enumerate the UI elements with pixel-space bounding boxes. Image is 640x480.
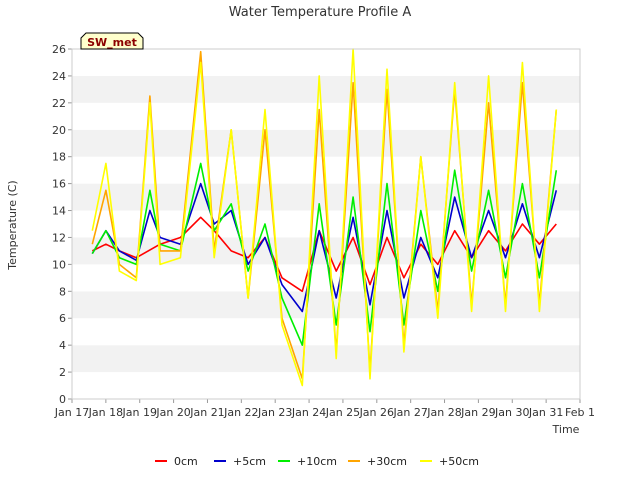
grid-band	[72, 291, 580, 319]
grid-band	[72, 264, 580, 292]
y-tick-label: 26	[52, 43, 66, 56]
x-tick-label: Jan 19	[122, 406, 157, 419]
x-tick-label: Jan 31	[528, 406, 563, 419]
y-tick-label: 6	[59, 312, 66, 325]
x-tick-label: Jan 27	[392, 406, 427, 419]
y-tick-label: 14	[52, 205, 66, 218]
y-tick-label: 18	[52, 151, 66, 164]
x-tick-label: Jan 17	[54, 406, 89, 419]
grid-band	[72, 345, 580, 373]
site-tag: SW_met	[80, 32, 144, 50]
x-tick-label: Jan 21	[189, 406, 224, 419]
legend: 0cm +5cm +10cm +30cm +50cm	[155, 455, 479, 468]
y-tick-label: 22	[52, 97, 66, 110]
legend-label: +5cm	[233, 455, 266, 468]
y-tick-label: 12	[52, 231, 66, 244]
x-tick-label: Jan 18	[88, 406, 123, 419]
y-tick-label: 0	[59, 393, 66, 406]
x-tick-label: Jan 24	[291, 406, 326, 419]
y-tick-label: 8	[59, 285, 66, 298]
plot-frame	[71, 48, 581, 400]
series-lines	[91, 48, 558, 387]
grid-bands	[72, 49, 580, 399]
y-tick-label: 4	[59, 339, 66, 352]
y-tick-label: 2	[59, 366, 66, 379]
x-tick-label: Feb 1	[565, 406, 595, 419]
x-tick-label: Jan 30	[494, 406, 529, 419]
y-axis-label: Temperature (C)	[6, 180, 19, 270]
x-tick-label: Jan 23	[257, 406, 292, 419]
grid-band	[72, 75, 580, 103]
legend-label: +30cm	[367, 455, 407, 468]
x-axis-ticks: Jan 17 Jan 18 Jan 19 Jan 20 Jan 21 Jan 22 Jan …	[54, 399, 595, 419]
x-tick-label: Jan 22	[223, 406, 258, 419]
y-tick-label: 24	[52, 70, 66, 83]
legend-label: +10cm	[297, 455, 337, 468]
grid-band	[72, 129, 580, 157]
x-tick-label: Jan 20	[155, 406, 190, 419]
legend-label: 0cm	[174, 455, 198, 468]
site-tag-label: SW_met	[87, 36, 137, 49]
chart-title: Water Temperature Profile A	[229, 5, 412, 20]
series-line-50cm	[91, 48, 558, 387]
y-tick-label: 20	[52, 124, 66, 137]
grid-band	[72, 372, 580, 399]
grid-band	[72, 49, 580, 76]
y-tick-label: 10	[52, 258, 66, 271]
y-tick-label: 16	[52, 178, 66, 191]
grid-band	[72, 318, 580, 346]
grid-band	[72, 102, 580, 130]
x-axis-label: Time	[552, 423, 580, 436]
x-tick-label: Jan 28	[426, 406, 461, 419]
x-tick-label: Jan 29	[460, 406, 495, 419]
legend-label: +50cm	[439, 455, 479, 468]
x-tick-label: Jan 26	[359, 406, 394, 419]
x-tick-label: Jan 25	[325, 406, 360, 419]
